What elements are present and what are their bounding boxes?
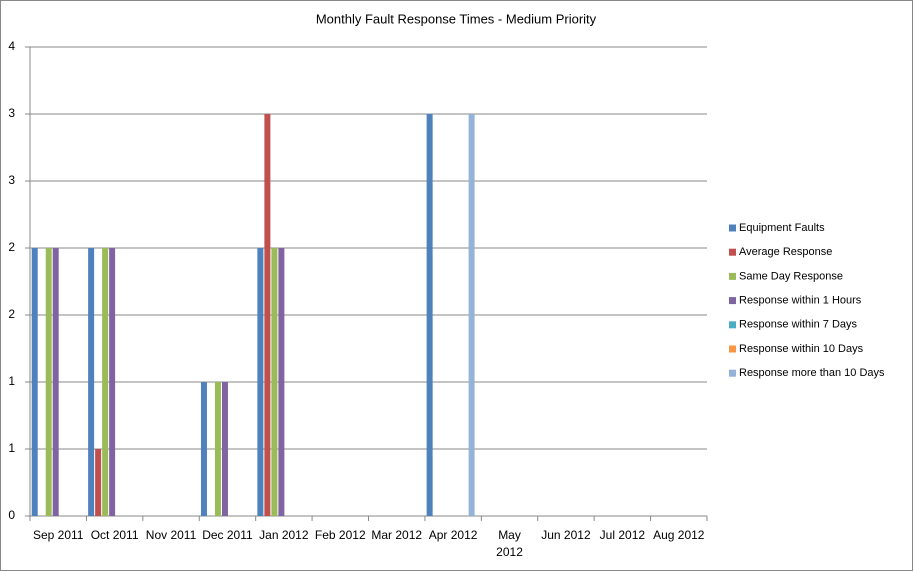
- legend-swatch: [729, 321, 736, 329]
- legend-swatch: [729, 297, 736, 305]
- legend-swatch: [729, 224, 736, 232]
- y-tick-label: 1: [8, 374, 15, 388]
- bar: [31, 248, 38, 516]
- bar: [200, 382, 207, 516]
- legend-label: Response within 1 Hours: [739, 295, 862, 307]
- x-tick-label: Nov 2011: [145, 528, 197, 542]
- bar: [426, 114, 433, 516]
- y-tick-label: 3: [8, 106, 15, 120]
- legend-label: Response within 10 Days: [739, 343, 864, 355]
- bar: [468, 114, 475, 516]
- y-tick-label: 2: [8, 240, 15, 254]
- x-tick-label: Aug 2012: [653, 528, 705, 542]
- legend-label: Same Day Response: [739, 270, 843, 282]
- x-tick-label: Jul 2012: [599, 528, 646, 542]
- y-tick-label: 1: [8, 441, 15, 455]
- legend-label: Response more than 10 Days: [739, 367, 885, 379]
- x-tick-label: Feb 2012: [314, 528, 366, 542]
- x-tick-label: May 2012: [496, 528, 523, 559]
- bar: [278, 248, 285, 516]
- x-tick-label: Jun 2012: [541, 528, 591, 542]
- x-tick-label: Mar 2012: [371, 528, 423, 542]
- bar: [95, 449, 102, 516]
- bar: [109, 248, 116, 516]
- bar: [102, 248, 109, 516]
- y-tick-label: 3: [8, 173, 15, 187]
- y-tick-label: 2: [8, 307, 15, 321]
- y-tick-label: 0: [8, 508, 15, 522]
- chart-title: Monthly Fault Response Times - Medium Pr…: [316, 11, 597, 26]
- x-tick-label: Jan 2012: [259, 528, 309, 542]
- bar: [221, 382, 228, 516]
- bar: [264, 114, 271, 516]
- legend-label: Average Response: [739, 246, 832, 258]
- x-tick-label: Dec 2011: [202, 528, 253, 542]
- y-tick-label: 4: [8, 39, 15, 53]
- legend-swatch: [729, 248, 736, 256]
- x-tick-label: Sep 2011: [32, 528, 84, 542]
- bar: [271, 248, 278, 516]
- bar: [257, 248, 264, 516]
- bar: [214, 382, 221, 516]
- bar: [45, 248, 52, 516]
- legend-label: Equipment Faults: [739, 222, 825, 234]
- bar: [88, 248, 95, 516]
- legend-swatch: [729, 272, 736, 280]
- legend-swatch: [729, 345, 736, 353]
- x-tick-label: Oct 2011: [90, 528, 139, 542]
- legend-swatch: [729, 369, 736, 377]
- x-tick-label: Apr 2012: [428, 528, 478, 542]
- bar: [52, 248, 59, 516]
- legend-label: Response within 7 Days: [739, 319, 858, 331]
